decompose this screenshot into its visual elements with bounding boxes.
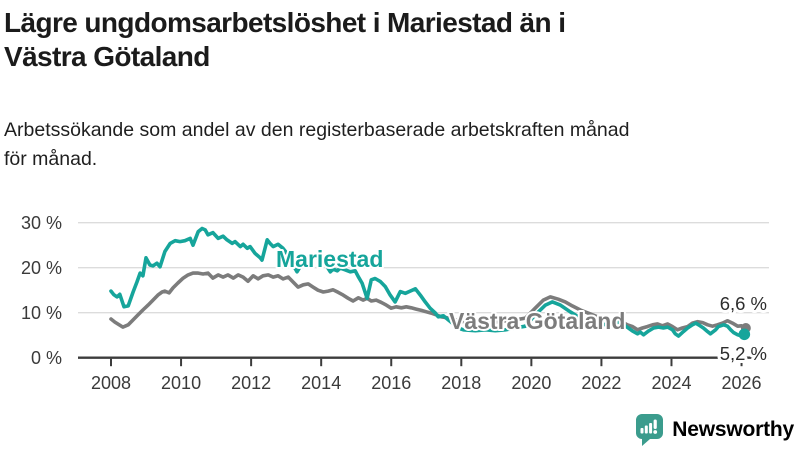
tick-labels: 0 % 10 % 20 % 30 % 2008 2010 2012 2014 2016 2018 2… [21, 213, 762, 393]
x-tick-label: 2022 [581, 373, 621, 393]
title-line-1: Lägre ungdomsarbetslöshet i Mariestad än… [4, 7, 566, 38]
series-labels: Mariestad Västra Götaland 6,6 % 5,2 % [274, 244, 770, 367]
end-value-label-mariestad: 5,2 % [720, 343, 767, 364]
end-dots [738, 323, 751, 341]
subtitle-line-2: för månad. [4, 148, 98, 170]
page-title: Lägre ungdomsarbetslöshet i Mariestad än… [4, 6, 704, 74]
line-mariestad [109, 226, 747, 338]
y-tick-label: 10 % [21, 303, 62, 323]
x-tick-label: 2010 [161, 373, 201, 393]
x-tick-label: 2016 [371, 373, 411, 393]
x-tick-label: 2026 [722, 373, 762, 393]
y-tick-label: 0 % [31, 348, 62, 368]
newsworthy-brand-text: Newsworthy [672, 417, 794, 441]
x-tick-label: 2012 [231, 373, 271, 393]
y-tick-label: 30 % [21, 213, 62, 233]
line-v-stra-g-taland [109, 271, 747, 332]
x-tick-label: 2020 [511, 373, 551, 393]
data-lines [109, 226, 747, 338]
x-tick-label: 2014 [301, 373, 341, 393]
chart-header: Lägre ungdomsarbetslöshet i Mariestad än… [4, 6, 704, 74]
x-tick-label: 2024 [651, 373, 691, 393]
x-axis [78, 356, 769, 367]
end-value-label-vastra-gotaland: 6,6 % [720, 293, 767, 314]
newsworthy-logo-icon [636, 414, 664, 446]
end-dot-mariestad [738, 328, 751, 341]
subtitle-line-1: Arbetssökande som andel av den registerb… [4, 119, 630, 141]
x-tick-label: 2018 [441, 373, 481, 393]
chart-subtitle: Arbetssökande som andel av den registerb… [4, 116, 784, 174]
series-label-vastra-gotaland: Västra Götaland [449, 308, 625, 334]
newsworthy-branding: Newsworthy [634, 413, 794, 446]
x-tick-label: 2008 [91, 373, 131, 393]
title-line-2: Västra Götaland [4, 41, 210, 72]
y-tick-label: 20 % [21, 258, 62, 278]
series-label-mariestad: Mariestad [276, 246, 383, 272]
